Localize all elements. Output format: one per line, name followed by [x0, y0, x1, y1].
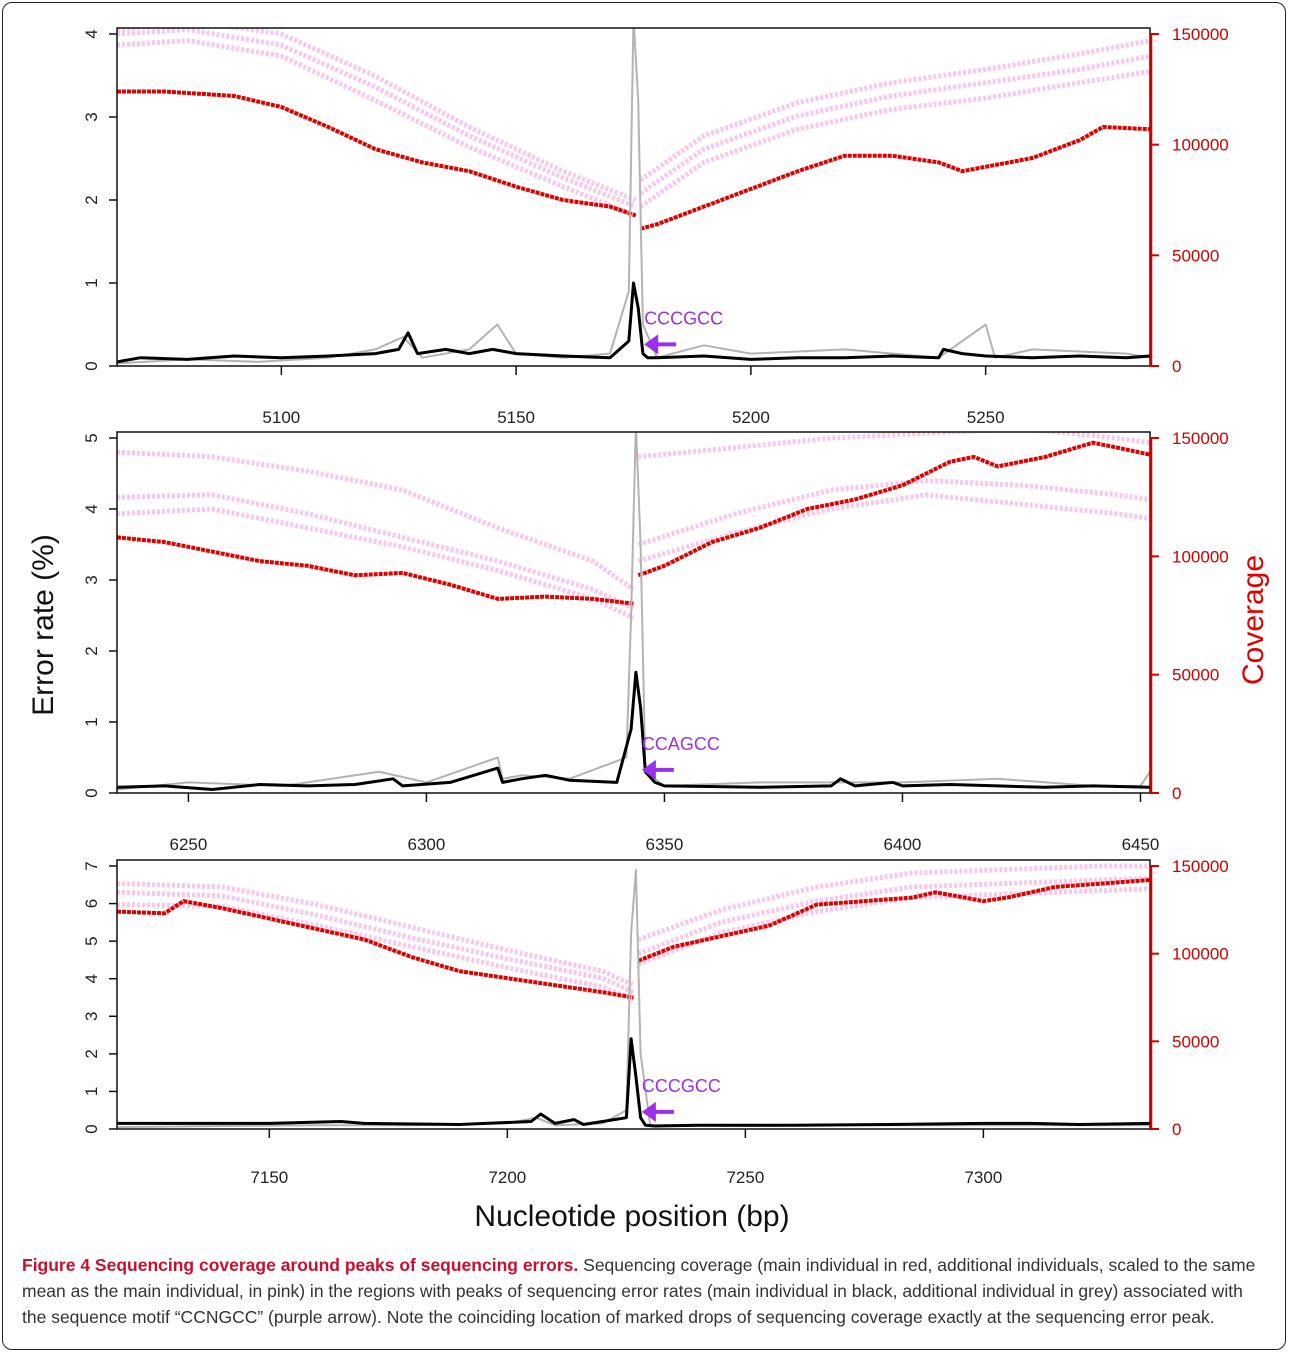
panel-1-right-tick-label-0: 0 [1172, 357, 1181, 376]
panel-3-right-axis: 0 50000 100000 150000 [1149, 857, 1229, 1139]
panel-2-series-additional-coverage-4 [117, 506, 635, 621]
panel-2-right-tick-label-50000: 50000 [1172, 666, 1219, 685]
panel-1-plot-border [116, 27, 1151, 367]
x-axis-label: Nucleotide position (bp) [474, 1200, 789, 1233]
panel-2-series-additional-coverage-3 [117, 492, 635, 611]
panel-1-series-main-coverage-1 [639, 125, 1150, 231]
panel-2-left-axis: 0 1 2 3 4 5 [82, 433, 117, 798]
panel-3-left-tick-label-5: 5 [82, 936, 101, 945]
panel-1-left-tick-label-3: 3 [82, 112, 101, 121]
panel-1-motif-label: CCCGCC [644, 308, 723, 328]
panel-1-series-additional-error-8 [117, 28, 1150, 365]
panel-3-left-axis: 0 1 2 3 4 5 6 7 [82, 861, 117, 1134]
panel-1-left-axis: 0 1 2 3 4 [82, 29, 117, 371]
panel-1-left-tick-label-1: 1 [82, 278, 101, 287]
panel-2-motif-label: CCAGCC [642, 734, 720, 754]
panel-2-motif-arrow-head [641, 759, 656, 780]
panel-1-x-tick-label-5100: 5100 [262, 408, 300, 427]
panel-1-series-additional-coverage-6 [639, 69, 1150, 209]
panel-2-x-axis: 6250 6300 6350 6400 6450 [169, 793, 1159, 854]
y-axis-label-right: Coverage [1237, 555, 1270, 685]
panel-2-series-additional-coverage-6 [637, 478, 1150, 547]
panel-2-right-axis: 0 50000 100000 150000 [1149, 429, 1229, 803]
panel-1-series-main-error-9 [117, 281, 1150, 364]
panel-2-series-additional-coverage-5 [638, 432, 1150, 460]
panel-1-x-tick-label-5150: 5150 [497, 408, 535, 427]
panel-3-right-tick-label-100000: 100000 [1172, 945, 1229, 964]
panel-1-right-tick-label-50000: 50000 [1172, 246, 1219, 265]
panel-3-plot-area [117, 863, 1150, 1129]
panel-2-left-tick-label-4: 4 [82, 504, 101, 513]
panel-2: CCAGCC 0 1 2 3 4 5 0 50000 100000 150000 6250 6300 63… [82, 429, 1229, 854]
panel-3-x-tick-label-7250: 7250 [726, 1168, 764, 1187]
panel-2-left-tick-label-5: 5 [82, 433, 101, 442]
panel-1-series-additional-coverage-5 [639, 53, 1150, 196]
panel-1-motif-arrow-head [644, 334, 659, 355]
panel-2-series-additional-error-8 [117, 432, 1150, 791]
panel-3-series-main-coverage-0 [117, 899, 634, 1000]
panel-3-series-main-error-9 [117, 1037, 1150, 1128]
panel-3-motif-arrow-head [641, 1101, 656, 1122]
panel-1: CCCGCC 0 1 2 3 4 0 50000 100000 150000 5100 5150 520… [82, 25, 1229, 427]
panel-3-series-additional-coverage-6 [637, 875, 1150, 957]
panel-1-right-axis: 0 50000 100000 150000 [1149, 25, 1229, 376]
panel-3-left-tick-label-3: 3 [82, 1012, 101, 1021]
panel-3-x-tick-label-7300: 7300 [964, 1168, 1002, 1187]
panel-3-left-tick-label-6: 6 [82, 899, 101, 908]
panel-1-series-additional-coverage-2 [117, 28, 637, 209]
panel-3-series-main-coverage-1 [637, 878, 1150, 963]
panel-1-x-tick-label-5200: 5200 [732, 408, 770, 427]
panel-3: CCCGCC 0 1 2 3 4 5 6 7 0 50000 100000 150000 7150 7200… [82, 857, 1229, 1187]
panel-2-x-tick-label-6300: 6300 [408, 835, 446, 854]
panel-1-series-additional-coverage-7 [639, 38, 1150, 183]
panel-1-right-tick-label-150000: 150000 [1172, 25, 1229, 44]
panel-2-right-tick-label-150000: 150000 [1172, 429, 1229, 448]
panel-2-plot-area [117, 432, 1150, 791]
panel-1-left-tick-label-4: 4 [82, 29, 101, 38]
y-axis-label-left: Error rate (%) [27, 534, 60, 716]
panel-2-right-tick-label-0: 0 [1172, 784, 1181, 803]
panel-3-x-tick-label-7150: 7150 [250, 1168, 288, 1187]
caption-text: Sequencing coverage (main individual in … [22, 1255, 1256, 1327]
panel-2-series-main-coverage-0 [117, 535, 634, 606]
panel-3-left-tick-label-1: 1 [82, 1087, 101, 1096]
panel-3-motif-label: CCCGCC [642, 1076, 721, 1096]
panel-1-plot-area [117, 28, 1150, 365]
panel-2-left-tick-label-1: 1 [82, 717, 101, 726]
panel-1-left-tick-label-2: 2 [82, 195, 101, 204]
panel-1-left-tick-label-0: 0 [82, 361, 101, 370]
panel-1-x-tick-label-5250: 5250 [967, 408, 1005, 427]
panel-1-series-main-coverage-0 [117, 89, 637, 218]
panel-2-right-tick-label-100000: 100000 [1172, 547, 1229, 566]
panel-2-left-tick-label-2: 2 [82, 646, 101, 655]
panel-2-series-additional-coverage-7 [637, 492, 1150, 564]
panel-3-left-tick-label-0: 0 [82, 1124, 101, 1133]
panel-3-left-tick-label-2: 2 [82, 1049, 101, 1058]
panel-2-series-main-coverage-1 [637, 440, 1150, 578]
panel-2-x-tick-label-6350: 6350 [646, 835, 684, 854]
panel-3-left-tick-label-7: 7 [82, 861, 101, 870]
panel-1-right-tick-label-100000: 100000 [1172, 136, 1229, 155]
panel-2-left-tick-label-0: 0 [82, 788, 101, 797]
panel-3-right-tick-label-150000: 150000 [1172, 857, 1229, 876]
panel-3-series-additional-coverage-5 [637, 863, 1150, 942]
caption-title: Figure 4 Sequencing coverage around peak… [22, 1255, 579, 1275]
panel-2-x-tick-label-6250: 6250 [169, 835, 207, 854]
panel-2-series-additional-coverage-2 [117, 449, 635, 592]
panel-3-left-tick-label-4: 4 [82, 974, 101, 983]
panel-2-x-tick-label-6450: 6450 [1122, 835, 1160, 854]
figure-caption: Figure 4 Sequencing coverage around peak… [22, 1252, 1270, 1330]
panel-2-left-tick-label-3: 3 [82, 575, 101, 584]
panel-3-right-tick-label-0: 0 [1172, 1120, 1181, 1139]
panel-3-x-tick-label-7200: 7200 [488, 1168, 526, 1187]
panel-1-x-axis: 5100 5150 5200 5250 [262, 366, 1005, 427]
panel-3-right-tick-label-50000: 50000 [1172, 1032, 1219, 1051]
panel-3-x-axis: 7150 7200 7250 7300 [250, 1129, 1002, 1187]
panel-1-series-additional-coverage-3 [117, 38, 637, 218]
panel-2-x-tick-label-6400: 6400 [884, 835, 922, 854]
panel-2-series-main-error-9 [117, 670, 1150, 791]
